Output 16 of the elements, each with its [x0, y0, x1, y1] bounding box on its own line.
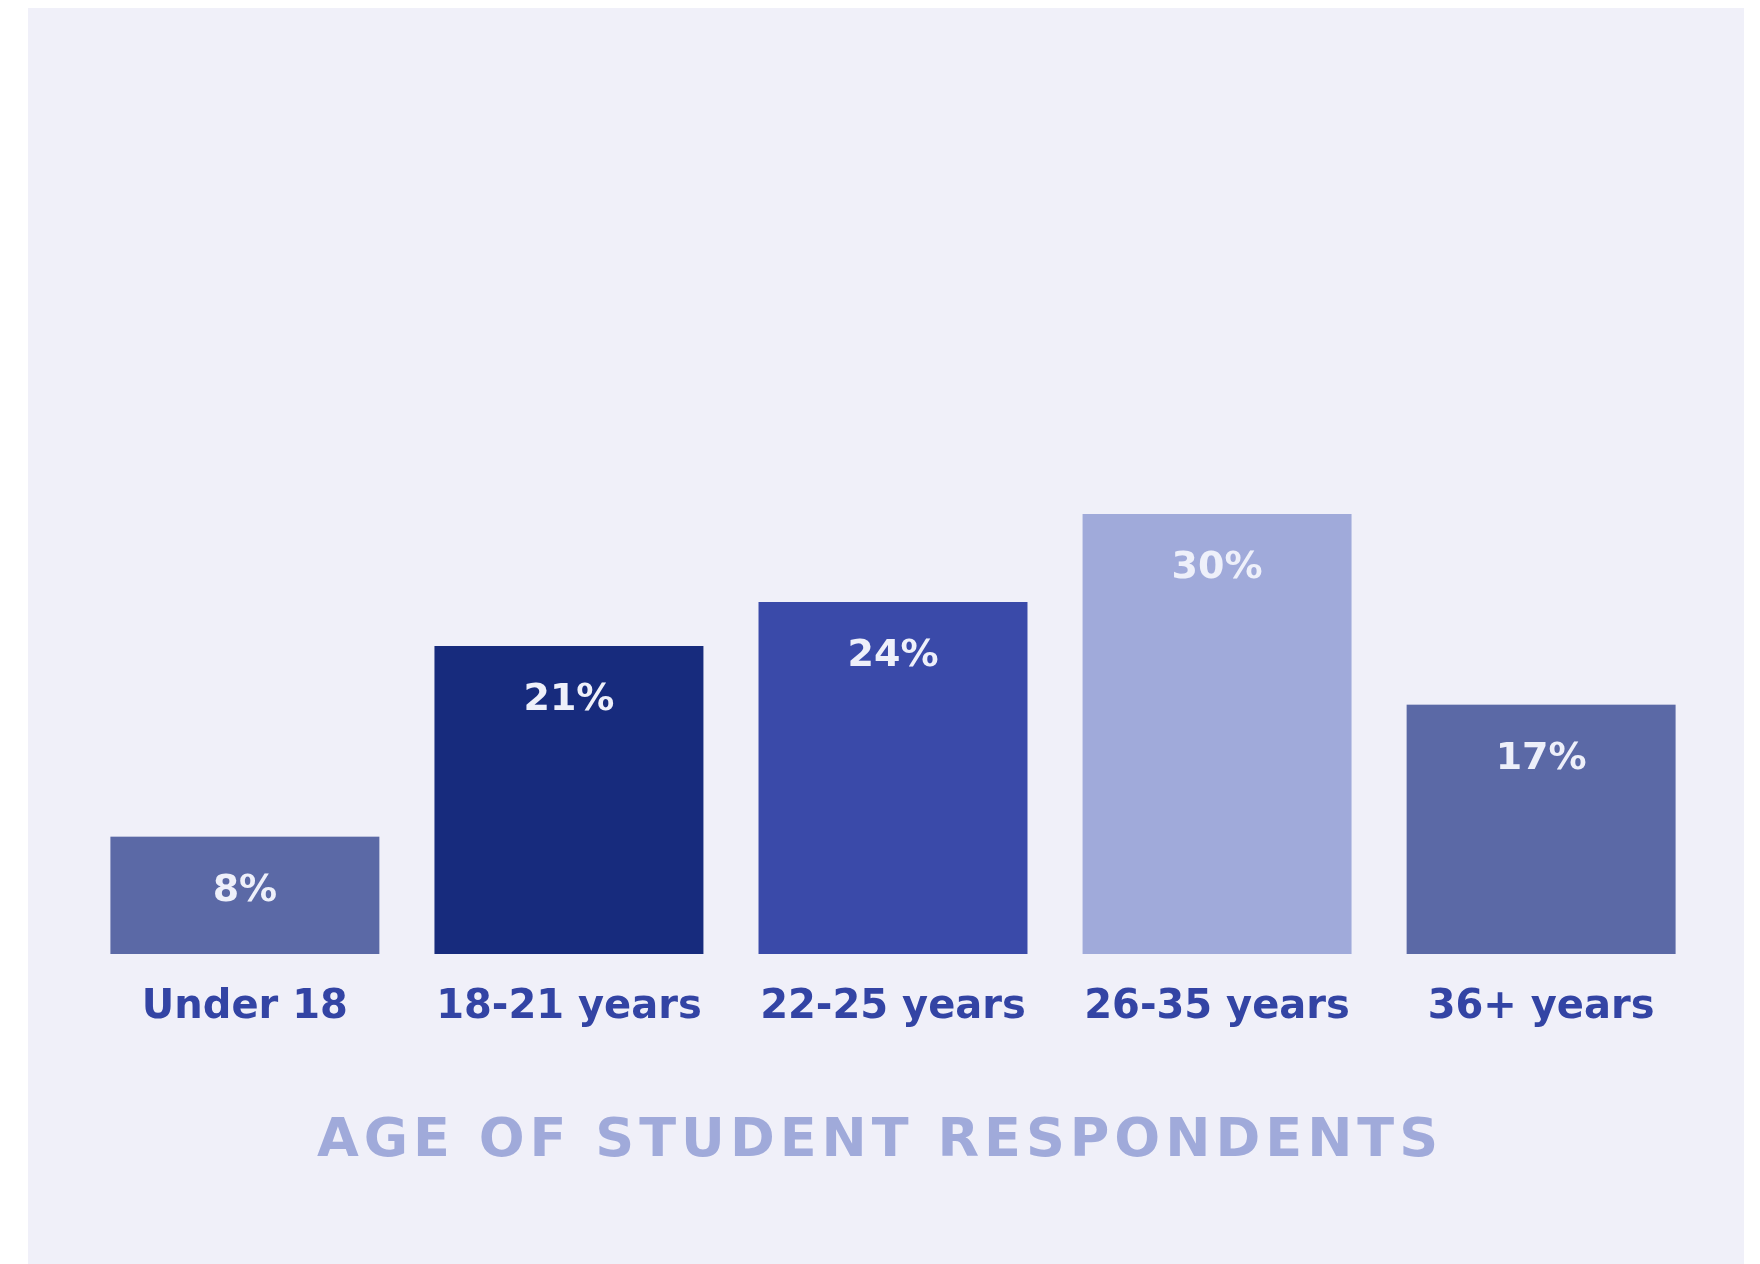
text: AGE OF STUDENT RESPONDENTS	[316, 1106, 1444, 1169]
x-tick-label: Under 18	[141, 981, 348, 1027]
data-label: 21%	[523, 675, 615, 719]
bar	[110, 836, 380, 954]
bar	[758, 602, 1028, 954]
bar	[1082, 514, 1352, 954]
bar	[1406, 704, 1676, 954]
bar	[434, 646, 704, 954]
x-tick-label: 22-25 years	[760, 981, 1026, 1027]
data-label: 17%	[1495, 733, 1587, 778]
data-label: 30%	[1171, 543, 1263, 587]
x-tick-label: 18-21 years	[436, 981, 702, 1027]
data-label: 8%	[212, 865, 278, 910]
data-label: 24%	[847, 631, 939, 675]
x-tick-label: 26-35 years	[1084, 981, 1350, 1027]
x-tick-label: 36+ years	[1427, 981, 1655, 1027]
